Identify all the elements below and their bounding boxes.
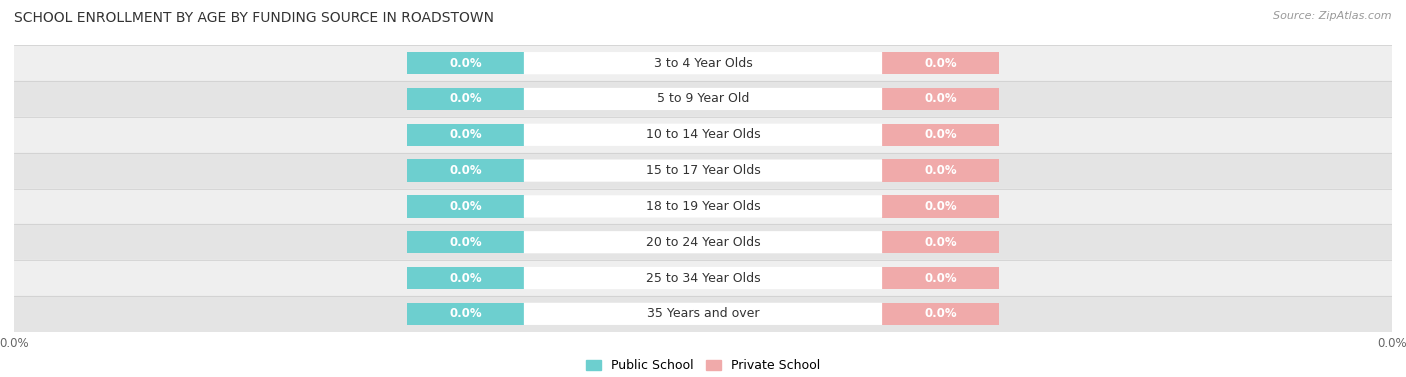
Text: 0.0%: 0.0% — [924, 128, 957, 141]
Bar — [882, 88, 1000, 110]
Bar — [14, 260, 1392, 296]
Bar — [406, 88, 524, 110]
Text: 0.0%: 0.0% — [449, 271, 482, 285]
Bar — [406, 267, 524, 289]
Bar — [882, 267, 1000, 289]
FancyBboxPatch shape — [524, 124, 882, 146]
FancyBboxPatch shape — [524, 231, 882, 253]
Bar — [14, 296, 1392, 332]
Text: 0.0%: 0.0% — [449, 57, 482, 70]
Bar — [14, 117, 1392, 153]
Text: 0.0%: 0.0% — [924, 236, 957, 249]
Text: Source: ZipAtlas.com: Source: ZipAtlas.com — [1274, 11, 1392, 21]
Legend: Public School, Private School: Public School, Private School — [581, 354, 825, 377]
Bar — [406, 303, 524, 325]
Bar — [882, 52, 1000, 74]
Text: 20 to 24 Year Olds: 20 to 24 Year Olds — [645, 236, 761, 249]
Text: 0.0%: 0.0% — [924, 307, 957, 320]
Bar — [406, 195, 524, 218]
Text: 10 to 14 Year Olds: 10 to 14 Year Olds — [645, 128, 761, 141]
Text: 0.0%: 0.0% — [924, 271, 957, 285]
FancyBboxPatch shape — [524, 52, 882, 74]
Text: 0.0%: 0.0% — [924, 164, 957, 177]
Text: 0.0%: 0.0% — [449, 164, 482, 177]
Text: 25 to 34 Year Olds: 25 to 34 Year Olds — [645, 271, 761, 285]
Bar — [882, 195, 1000, 218]
Bar — [882, 231, 1000, 253]
FancyBboxPatch shape — [524, 88, 882, 110]
Bar — [14, 81, 1392, 117]
Bar — [14, 45, 1392, 81]
Text: 5 to 9 Year Old: 5 to 9 Year Old — [657, 92, 749, 106]
Text: 35 Years and over: 35 Years and over — [647, 307, 759, 320]
FancyBboxPatch shape — [524, 303, 882, 325]
Bar — [882, 303, 1000, 325]
Bar — [406, 231, 524, 253]
Bar — [406, 52, 524, 74]
Bar — [882, 124, 1000, 146]
Text: 0.0%: 0.0% — [924, 57, 957, 70]
FancyBboxPatch shape — [524, 159, 882, 182]
Bar — [406, 124, 524, 146]
FancyBboxPatch shape — [524, 195, 882, 218]
Text: SCHOOL ENROLLMENT BY AGE BY FUNDING SOURCE IN ROADSTOWN: SCHOOL ENROLLMENT BY AGE BY FUNDING SOUR… — [14, 11, 494, 25]
Text: 0.0%: 0.0% — [449, 92, 482, 106]
Text: 0.0%: 0.0% — [449, 200, 482, 213]
Text: 18 to 19 Year Olds: 18 to 19 Year Olds — [645, 200, 761, 213]
Text: 0.0%: 0.0% — [449, 128, 482, 141]
Bar — [882, 159, 1000, 182]
Text: 3 to 4 Year Olds: 3 to 4 Year Olds — [654, 57, 752, 70]
Text: 0.0%: 0.0% — [449, 236, 482, 249]
Bar — [14, 224, 1392, 260]
Bar — [14, 153, 1392, 188]
Bar — [406, 159, 524, 182]
Text: 0.0%: 0.0% — [449, 307, 482, 320]
Text: 0.0%: 0.0% — [924, 92, 957, 106]
Text: 0.0%: 0.0% — [924, 200, 957, 213]
Bar — [14, 188, 1392, 224]
Text: 15 to 17 Year Olds: 15 to 17 Year Olds — [645, 164, 761, 177]
FancyBboxPatch shape — [524, 267, 882, 289]
